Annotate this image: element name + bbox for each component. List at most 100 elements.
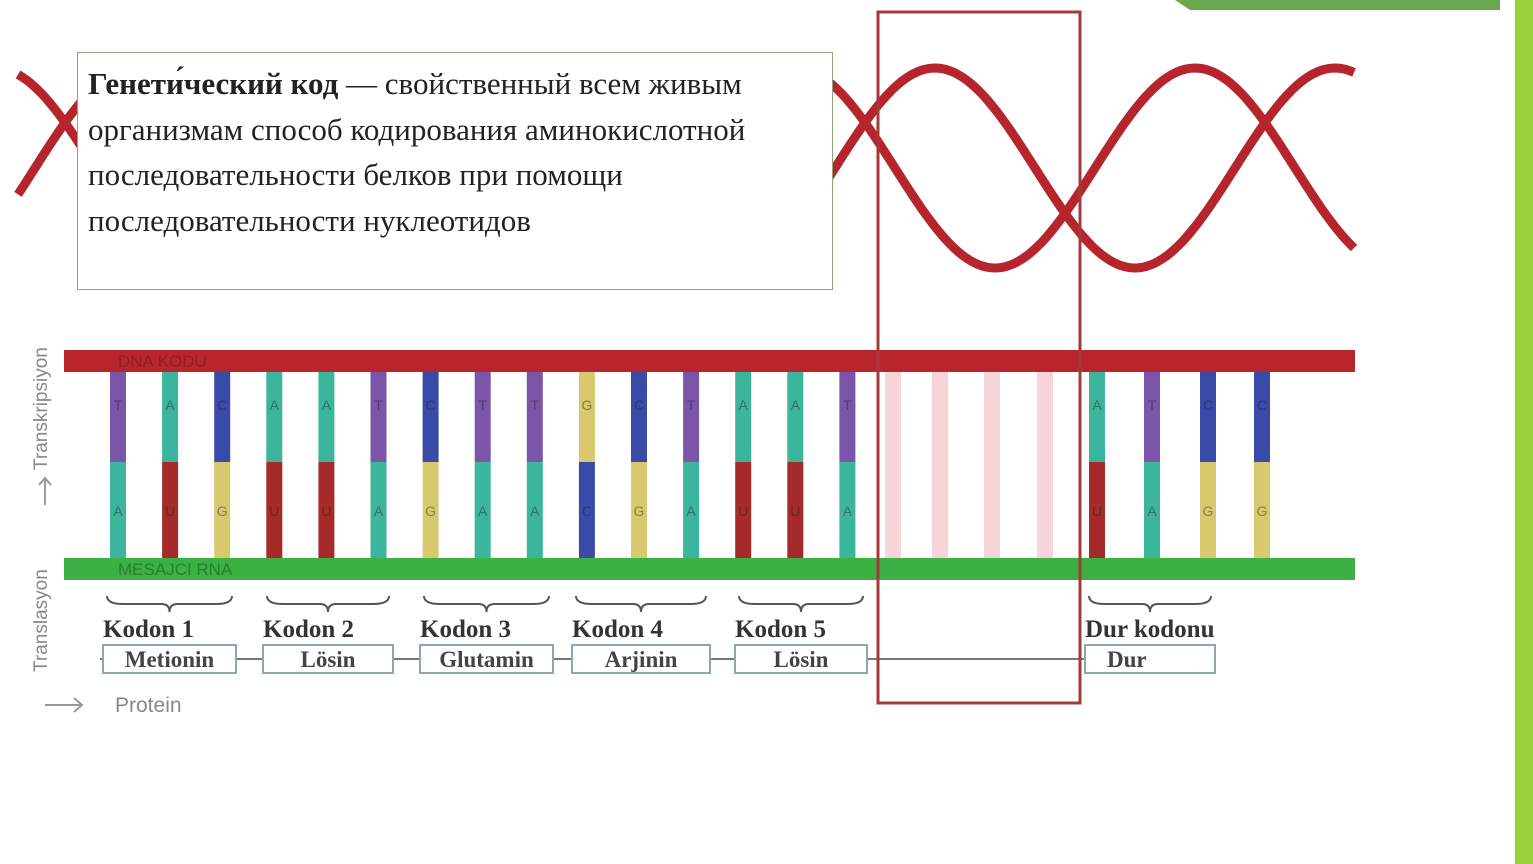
rna-label: MESAJCI RNA [118,560,233,579]
amino-acid: Lösin [301,647,356,672]
amino-acid: Arjinin [605,647,678,672]
dna-letter: C [426,397,436,413]
decor [1175,0,1500,10]
dna-base [266,372,283,462]
rna-letter: G [634,503,645,519]
rna-base [1089,462,1105,558]
dna-letter: A [739,397,749,413]
rna-letter: U [165,503,175,519]
rna-base [370,462,387,558]
dna-letter: G [581,397,592,413]
rna-letter: G [1203,503,1214,519]
rna-base [1254,462,1270,558]
dna-base [318,372,335,462]
codon-brace [575,595,707,613]
dna-base [735,372,752,462]
translation-label: Translasyon [31,569,52,672]
dna-letter: C [1203,397,1213,413]
codon-brace [266,595,390,613]
arrow-head [73,697,84,713]
faded-bar [1037,372,1053,558]
dna-letter: T [531,397,540,413]
dna-letter: T [687,397,696,413]
dna-band [64,350,1355,372]
codon-brace [423,595,550,613]
amino-acid: Lösin [774,647,829,672]
rna-base [318,462,335,558]
rna-letter: U [790,503,800,519]
rna-base [214,462,231,558]
dna-letter: A [1092,397,1102,413]
rna-base [578,462,595,558]
rna-letter: A [478,503,488,519]
rna-base [422,462,439,558]
rna-letter: G [217,503,228,519]
rna-base [631,462,647,558]
rna-letter: G [425,503,436,519]
amino-box [262,644,394,674]
rna-base [110,462,126,558]
dna-base [1254,372,1270,462]
codon-brace [738,595,864,613]
rna-base [735,462,752,558]
amino-acid: Metionin [125,647,215,672]
rna-band [64,558,1355,580]
dna-letter: T [374,397,383,413]
dna-base [683,372,700,462]
rna-base [162,462,179,558]
codon-label: Kodon 5 [735,616,826,643]
transcription-label: Transkripsiyon [31,347,52,470]
amino-box [734,644,868,674]
dna-letter: T [114,397,123,413]
highlight-frame [876,10,1082,705]
dna-base [1200,372,1216,462]
codon-label: Kodon 2 [263,616,354,643]
amino-box [571,644,711,674]
codons: Kodon 1 Metionin Kodon 2 Lösin Kodon 3 Glutam… [102,595,1216,674]
dna-letter: A [165,397,175,413]
dna-base [787,372,804,462]
dna-base [370,372,387,462]
dna-letter: C [1257,397,1267,413]
rna-letter: C [582,503,592,519]
amino-acid: Glutamin [439,647,534,672]
dna-letter: T [478,397,487,413]
dna-base [214,372,231,462]
rna-letter: A [1147,503,1157,519]
rna-base [526,462,543,558]
codon-label: Kodon 1 [103,616,194,643]
rna-letter: A [113,503,123,519]
dna-letter: A [270,397,280,413]
arrow-head [38,476,52,486]
dna-base [422,372,439,462]
rna-letter: A [843,503,853,519]
faded-bar [984,372,1000,558]
dna-letter: T [1148,397,1157,413]
rna-letter: U [321,503,331,519]
dna-letter: T [843,397,852,413]
rna-letter: U [269,503,279,519]
dna-label: DNA KODU [118,352,207,371]
codon-brace [1088,595,1212,613]
dna-letter: C [217,397,227,413]
dna-base [1144,372,1160,462]
codon-label: Dur kodonu [1085,616,1215,643]
faded-bar [932,372,948,558]
amino-box [102,644,237,674]
dna-base [1089,372,1105,462]
dna-base [578,372,595,462]
dna-letter: A [322,397,332,413]
dna-base [474,372,491,462]
protein-label: Protein [115,694,182,717]
rna-letter: A [530,503,540,519]
term: Генети́ческий код [88,66,339,101]
dna-letter: C [634,397,644,413]
rna-letter: U [1092,503,1102,519]
rna-letter: G [1257,503,1268,519]
decor-strip [1515,0,1533,864]
codon-brace [106,595,233,613]
amino-box [1084,644,1216,674]
codon-label: Kodon 3 [420,616,511,643]
